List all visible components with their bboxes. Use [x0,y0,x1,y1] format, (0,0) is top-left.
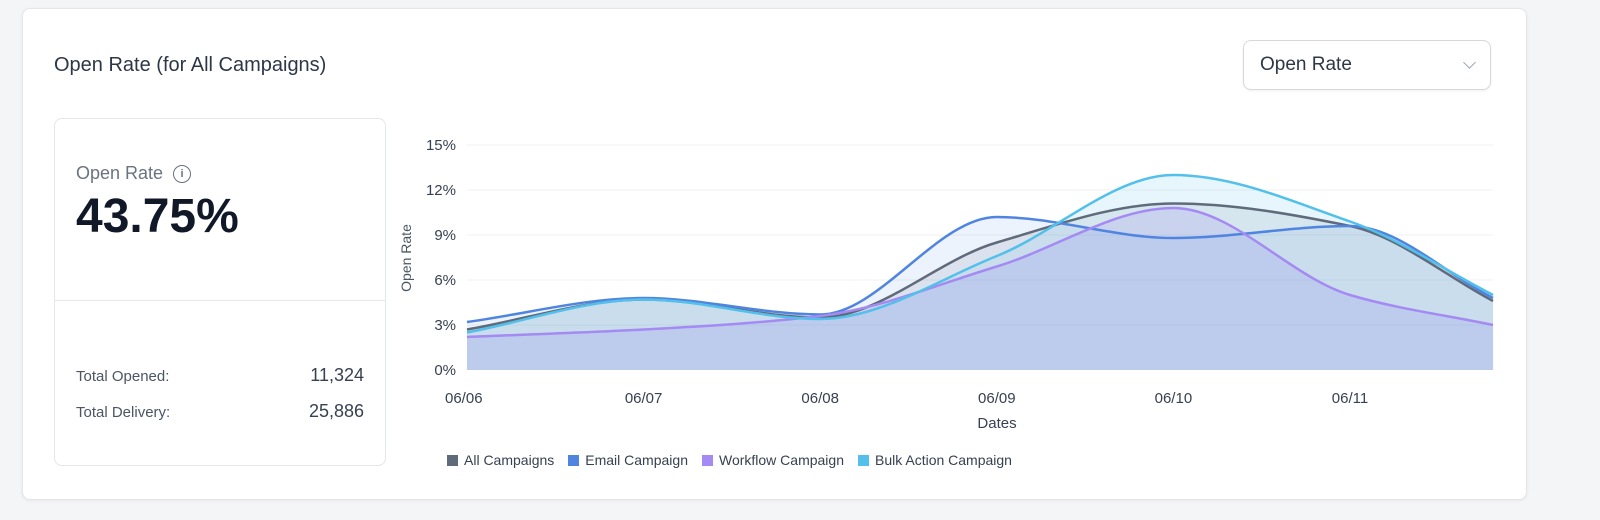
line-bulk-action-campaign [466,173,1494,334]
area-workflow-campaign [467,208,1494,370]
x-axis-label: Dates [977,415,1016,432]
legend-label: Email Campaign [585,452,688,468]
metric-select[interactable]: Open Rate [1243,40,1491,90]
y-tick-label: 9% [434,227,456,244]
y-tick-label: 12% [426,182,456,199]
legend-item[interactable]: Workflow Campaign [701,452,844,468]
legend-item[interactable]: Bulk Action Campaign [858,452,1012,468]
summary-value: 43.75% [76,190,239,243]
area-email-campaign [467,217,1494,370]
y-axis-label: Open Rate [398,224,414,292]
legend-item[interactable]: Email Campaign [568,452,688,468]
chart-legend: All Campaigns Email Campaign Workflow Camp… [447,452,1020,468]
x-tick-label: 06/07 [625,390,663,407]
area-all-campaigns [467,203,1494,370]
total-opened-value: 11,324 [310,365,364,385]
summary-label-row: Open Rate i [76,163,192,184]
x-tick-label: 06/11 [1332,390,1368,407]
total-delivery-label: Total Delivery: [76,404,171,421]
info-icon[interactable]: i [173,164,192,183]
divider [55,300,385,301]
y-tick-label: 0% [434,362,456,379]
x-tick-label: 06/09 [978,390,1016,407]
summary-label: Open Rate [76,163,164,183]
legend-item[interactable]: All Campaigns [447,452,554,468]
legend-label: All Campaigns [464,452,555,468]
total-delivery-value: 25,886 [308,401,364,421]
legend-label: Workflow Campaign [718,452,844,468]
y-tick-label: 3% [434,317,456,334]
x-tick-label: 06/10 [1155,390,1193,407]
x-tick-label: 06/08 [801,390,839,407]
metric-select-value: Open Rate [1260,54,1352,75]
line-workflow-campaign [466,206,1494,339]
y-tick-label: 15% [426,137,456,154]
total-delivery-row: Total Delivery: 25,886 [76,401,364,422]
y-tick-label: 6% [434,272,456,289]
x-tick-label: 06/06 [445,390,483,407]
summary-panel: Open Rate i 43.75% Total Opened: 11,324 … [54,118,386,466]
legend-swatch [447,454,458,466]
legend-swatch [858,454,869,466]
total-opened-row: Total Opened: 11,324 [76,365,364,386]
total-opened-label: Total Opened: [76,368,170,385]
card-title: Open Rate (for All Campaigns) [54,54,327,76]
legend-swatch [568,454,580,466]
legend-label: Bulk Action Campaign [875,452,1012,468]
line-email-campaign [466,215,1494,324]
legend-swatch [701,454,713,466]
